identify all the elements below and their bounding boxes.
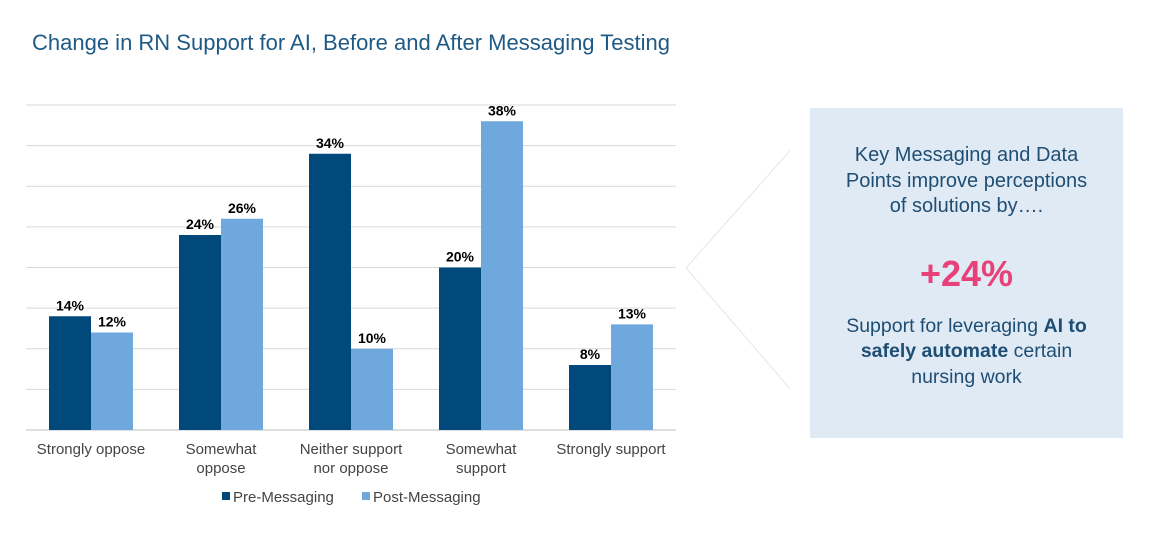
category-label: nor oppose	[313, 460, 388, 477]
data-label: 20%	[446, 249, 475, 265]
bar-pre-3	[439, 267, 481, 430]
category-label: Strongly support	[556, 441, 666, 458]
category-label: oppose	[196, 460, 245, 477]
legend: Pre-Messaging Post-Messaging	[222, 489, 481, 506]
bar-post-3	[481, 121, 523, 430]
callout-box: Key Messaging and Data Points improve pe…	[810, 108, 1123, 438]
data-label: 26%	[228, 200, 257, 216]
data-label: 13%	[618, 305, 647, 321]
bar-post-4	[611, 324, 653, 430]
category-label: Neither support	[300, 441, 403, 458]
category-axis: Strongly oppose Somewhat oppose Neither sup…	[37, 441, 667, 477]
legend-swatch-0	[222, 492, 230, 500]
data-label: 38%	[488, 102, 517, 118]
callout-connector	[685, 149, 790, 390]
bar-pre-1	[179, 235, 221, 430]
data-label: 12%	[98, 314, 127, 330]
category-label: Somewhat	[186, 441, 258, 458]
callout-body-text: Support for leveraging	[846, 314, 1044, 337]
connector-line-bottom	[685, 267, 790, 390]
bars	[49, 121, 653, 430]
bar-chart: 14% 12% 24% 26% 34% 10% 20% 38% 8% 13% Strongly o…	[26, 102, 790, 506]
category-label: Strongly oppose	[37, 441, 145, 458]
data-label: 8%	[580, 346, 601, 362]
data-label: 10%	[358, 330, 387, 346]
legend-label-1: Post-Messaging	[373, 489, 481, 506]
bar-post-0	[91, 332, 133, 430]
callout-body-emphasis: AI to safely automate	[860, 314, 1087, 363]
connector-line-top	[685, 149, 790, 269]
data-label: 34%	[316, 135, 345, 151]
legend-label-0: Pre-Messaging	[233, 489, 334, 506]
callout-figure: +24%	[919, 252, 1014, 294]
callout-heading: Key Messaging and Data Points improve pe…	[845, 144, 1088, 217]
bar-pre-0	[49, 316, 91, 430]
chart-title: Change in RN Support for AI, Before and …	[32, 30, 670, 55]
bar-post-2	[351, 348, 393, 430]
category-label: support	[456, 460, 507, 477]
callout-body: Support for leveraging AI to safely auto…	[827, 314, 1107, 391]
bar-pre-4	[569, 365, 611, 430]
bar-post-1	[221, 218, 263, 430]
data-labels: 14% 12% 24% 26% 34% 10% 20% 38% 8% 13%	[56, 102, 647, 362]
legend-swatch-1	[362, 492, 370, 500]
callout-body-text-end: certain nursing work	[911, 340, 1073, 388]
bar-pre-2	[309, 153, 351, 430]
category-label: Somewhat	[446, 441, 518, 458]
data-label: 24%	[186, 216, 215, 232]
data-label: 14%	[56, 297, 85, 313]
